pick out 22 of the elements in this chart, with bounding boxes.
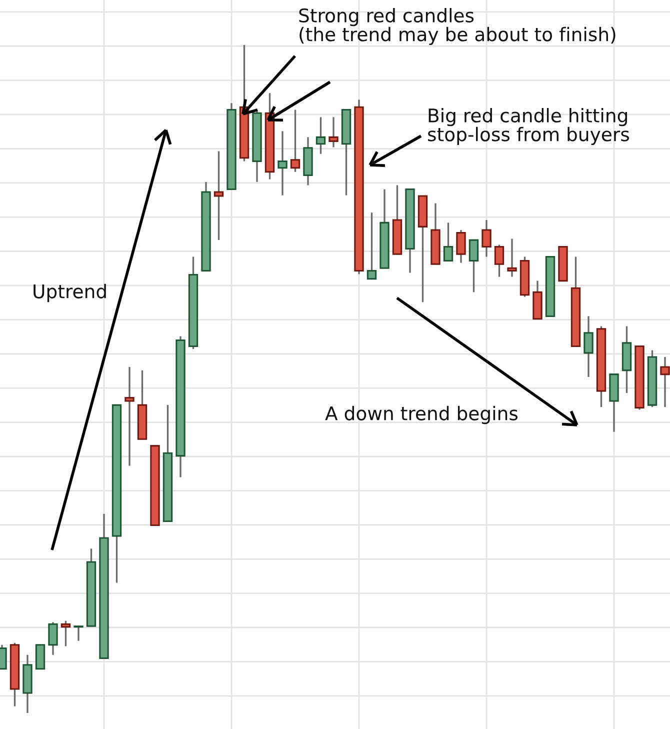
candlestick	[328, 116, 338, 148]
candlestick	[124, 366, 134, 467]
candlestick	[74, 626, 84, 642]
candlestick	[584, 315, 594, 378]
annotation: Strong red candles (the trend may be about to finish)	[299, 8, 616, 46]
candlestick	[214, 150, 224, 241]
candlestick	[443, 222, 454, 262]
candlestick	[468, 239, 479, 293]
candlestick	[316, 116, 326, 155]
candlestick	[507, 238, 517, 278]
annotation: A down trend begins	[325, 406, 518, 424]
candlestick	[290, 108, 300, 173]
candlestick	[48, 621, 58, 656]
annotation: Big red candle hitting stop-loss from buyers	[428, 108, 629, 146]
candlestick	[60, 620, 71, 648]
annotation: Uptrend	[34, 284, 106, 302]
candlestick	[494, 244, 504, 278]
candlestick	[482, 219, 492, 258]
candlestick	[660, 356, 670, 408]
candlestick	[278, 130, 288, 196]
candlestick	[456, 229, 466, 264]
candlestick	[366, 212, 377, 280]
